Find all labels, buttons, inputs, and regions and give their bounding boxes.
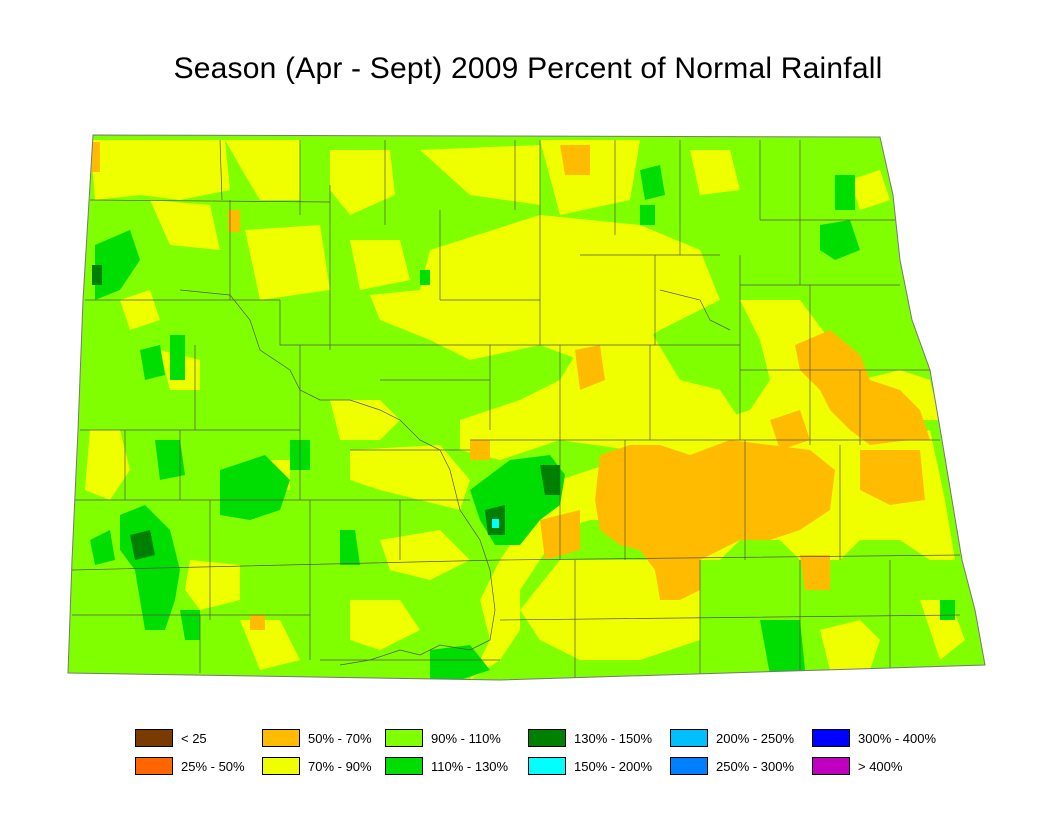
legend-swatch xyxy=(670,729,708,747)
legend-swatch xyxy=(262,729,300,747)
legend-label: 90% - 110% xyxy=(431,730,501,746)
legend-swatch xyxy=(812,729,850,747)
legend-item: > 400% xyxy=(812,757,902,775)
legend-item: 25% - 50% xyxy=(135,757,245,775)
legend-swatch xyxy=(670,757,708,775)
rainfall-fill xyxy=(68,135,985,680)
legend-item: 150% - 200% xyxy=(528,757,652,775)
legend-swatch xyxy=(135,757,173,775)
legend-item: 200% - 250% xyxy=(670,729,794,747)
map-title: Season (Apr - Sept) 2009 Percent of Norm… xyxy=(173,52,883,85)
legend-item: 110% - 130% xyxy=(385,757,508,775)
legend-swatch xyxy=(385,729,423,747)
legend-swatch xyxy=(262,757,300,775)
legend-label: 250% - 300% xyxy=(716,758,795,774)
region-150-200 xyxy=(492,519,499,528)
legend-item: 70% - 90% xyxy=(262,757,372,775)
legend-label: 110% - 130% xyxy=(431,758,509,774)
legend-item: 50% - 70% xyxy=(262,729,372,747)
legend-label: 70% - 90% xyxy=(308,758,372,774)
legend-label: 130% - 150% xyxy=(574,730,653,746)
legend-label: 200% - 250% xyxy=(716,730,795,746)
legend-swatch xyxy=(528,757,566,775)
legend-swatch xyxy=(528,729,566,747)
legend-item: 300% - 400% xyxy=(812,729,936,747)
legend-item: < 25 xyxy=(135,729,207,747)
legend: < 25 25% - 50% 50% - 70% 70% - 90% 90% -… xyxy=(135,729,995,777)
legend-label: 300% - 400% xyxy=(858,730,937,746)
legend-swatch xyxy=(385,757,423,775)
regions-130-150 xyxy=(92,265,560,560)
legend-swatch xyxy=(135,729,173,747)
legend-item: 250% - 300% xyxy=(670,757,794,775)
state-border xyxy=(67,134,986,681)
legend-label: < 25 xyxy=(181,730,207,746)
county-lines xyxy=(71,139,961,680)
legend-item: 90% - 110% xyxy=(385,729,501,747)
legend-label: > 400% xyxy=(858,758,903,774)
legend-label: 50% - 70% xyxy=(308,730,372,746)
legend-label: 150% - 200% xyxy=(574,758,653,774)
legend-swatch xyxy=(812,757,850,775)
legend-item: 130% - 150% xyxy=(528,729,652,747)
legend-label: 25% - 50% xyxy=(181,758,245,774)
